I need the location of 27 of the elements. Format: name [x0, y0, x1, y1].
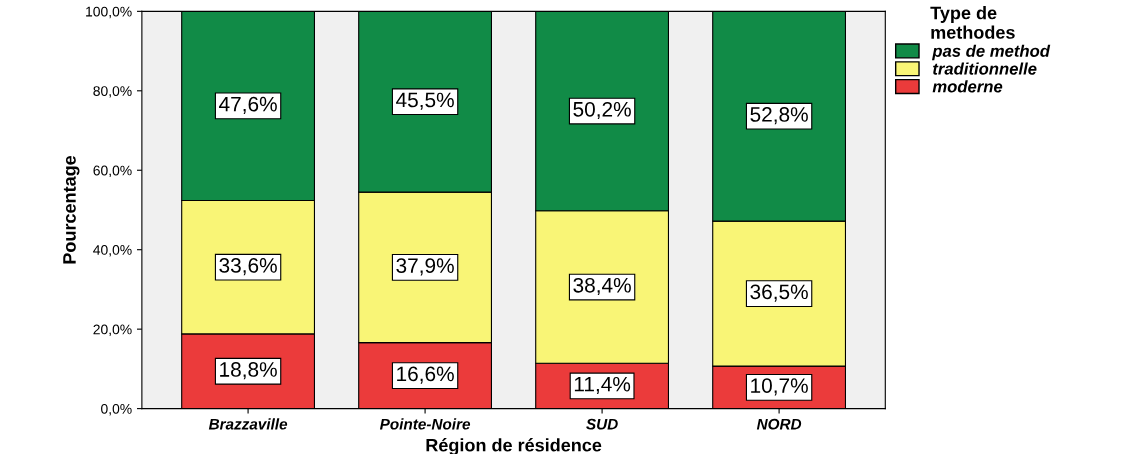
- legend-label: pas de method: [931, 44, 1051, 61]
- data-label: 37,9%: [396, 258, 454, 276]
- y-tick-label: 60,0%: [93, 165, 132, 178]
- x-tick-label: NORD: [756, 418, 802, 430]
- data-label: 52,8%: [750, 107, 808, 125]
- data-label: 16,6%: [397, 366, 454, 384]
- legend-label: traditionnelle: [933, 62, 1037, 75]
- y-tick-label: 100,0%: [86, 6, 132, 19]
- data-label: 10,7%: [751, 378, 808, 396]
- y-tick-label: 20,0%: [93, 324, 132, 336]
- y-axis-title: Pourcentage: [63, 155, 80, 264]
- legend-label: moderne: [932, 80, 1003, 93]
- x-tick-label: Pointe-Noire: [379, 418, 471, 430]
- data-label: 50,2%: [573, 101, 631, 120]
- data-label: 47,6%: [219, 96, 277, 114]
- data-label: 45,5%: [396, 92, 454, 110]
- y-tick-label: 0,0%: [101, 403, 132, 416]
- data-label: 38,4%: [573, 277, 631, 296]
- data-label: 33,6%: [219, 258, 277, 276]
- data-label: 36,5%: [750, 284, 808, 302]
- x-tick-label: Brazzaville: [208, 418, 288, 430]
- data-label: 18,8%: [220, 362, 277, 380]
- legend-title: Type de methodes: [930, 6, 1015, 39]
- x-tick-label: SUD: [586, 418, 618, 430]
- y-tick-label: 40,0%: [93, 245, 132, 257]
- y-tick-label: 80,0%: [93, 86, 132, 98]
- data-label: 11,4%: [574, 376, 631, 395]
